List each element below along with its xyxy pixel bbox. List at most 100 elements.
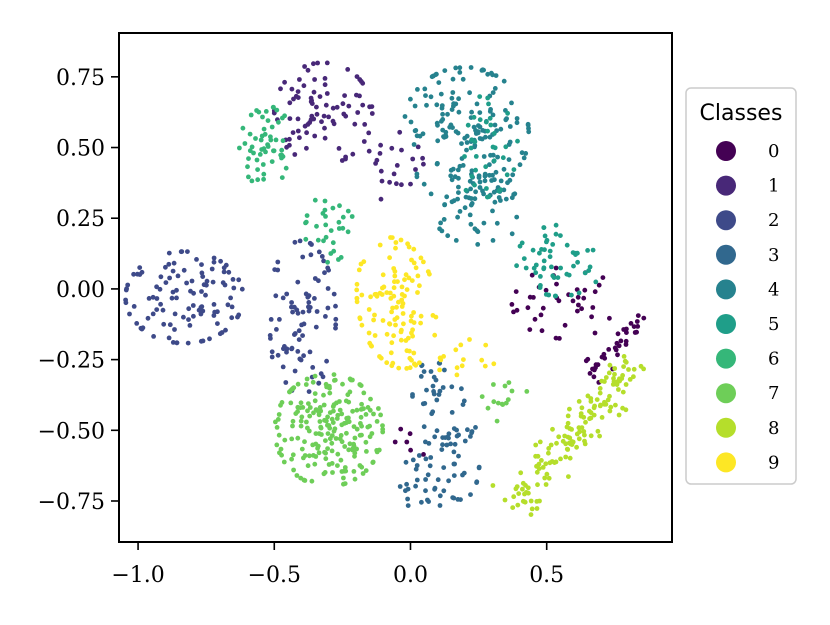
data-point-class-7	[363, 412, 369, 417]
data-point-class-6	[315, 237, 321, 243]
data-point-class-7	[339, 411, 345, 417]
data-point-class-7	[302, 478, 308, 483]
data-point-class-3	[440, 442, 445, 448]
data-point-class-2	[137, 265, 143, 270]
data-point-class-2	[211, 259, 217, 265]
data-point-class-1	[408, 181, 413, 187]
data-point-class-9	[482, 363, 488, 369]
data-point-class-5	[576, 290, 582, 296]
data-point-class-8	[567, 426, 573, 431]
data-point-class-2	[331, 291, 337, 297]
data-point-class-3	[454, 433, 460, 439]
data-point-class-7	[309, 478, 315, 484]
data-point-class-5	[575, 259, 580, 265]
data-point-class-4	[469, 109, 474, 115]
data-point-class-8	[549, 459, 555, 464]
data-point-class-3	[465, 427, 470, 433]
data-point-class-2	[292, 239, 298, 245]
data-point-class-2	[209, 266, 215, 272]
data-point-class-7	[358, 407, 364, 412]
data-point-class-8	[520, 486, 525, 492]
data-point-class-4	[496, 195, 502, 200]
data-point-class-6	[270, 104, 276, 110]
data-point-class-5	[504, 172, 510, 178]
data-point-class-7	[312, 373, 318, 379]
data-point-class-4	[498, 178, 504, 184]
data-point-class-0	[575, 308, 580, 314]
data-point-class-3	[437, 388, 443, 394]
data-point-class-5	[542, 233, 548, 239]
data-point-class-6	[253, 136, 258, 141]
data-point-class-8	[620, 389, 626, 395]
data-point-class-9	[391, 285, 397, 291]
data-point-class-1	[319, 119, 324, 125]
data-point-class-9	[404, 348, 410, 354]
data-point-class-6	[273, 137, 279, 143]
data-point-class-8	[581, 414, 587, 420]
data-point-class-7	[295, 435, 301, 441]
data-point-class-7	[313, 431, 319, 436]
data-point-class-6	[255, 167, 260, 173]
data-point-class-4	[495, 154, 500, 160]
data-point-class-9	[415, 273, 421, 279]
data-point-class-3	[474, 480, 479, 485]
data-point-class-4	[467, 90, 472, 96]
data-point-class-4	[493, 169, 499, 175]
data-point-class-9	[392, 273, 398, 279]
data-point-class-4	[469, 168, 475, 174]
data-point-class-0	[635, 313, 641, 318]
data-point-class-1	[314, 104, 319, 110]
data-point-class-4	[493, 73, 499, 78]
data-point-class-2	[296, 328, 302, 334]
data-point-class-7	[303, 382, 309, 387]
data-point-class-0	[392, 439, 398, 445]
data-point-class-3	[461, 470, 467, 476]
data-point-class-0	[624, 330, 629, 335]
data-point-class-7	[293, 411, 299, 416]
data-point-class-9	[430, 313, 436, 318]
data-point-class-9	[373, 291, 379, 297]
data-point-class-9	[454, 372, 460, 378]
data-point-class-7	[325, 446, 330, 451]
data-point-class-7	[339, 422, 345, 428]
data-point-class-1	[295, 95, 301, 100]
data-point-class-7	[368, 396, 373, 402]
data-point-class-8	[542, 475, 548, 481]
data-point-class-4	[467, 212, 473, 218]
data-point-class-9	[384, 331, 390, 337]
data-point-class-3	[428, 369, 434, 374]
data-point-class-4	[457, 70, 463, 75]
data-point-class-9	[411, 310, 416, 315]
legend-label-3: 3	[768, 245, 779, 266]
data-point-class-2	[281, 346, 286, 352]
data-point-class-7	[491, 399, 497, 405]
data-point-class-4	[474, 101, 480, 107]
data-point-class-2	[236, 312, 242, 318]
data-point-class-6	[349, 214, 355, 219]
data-point-class-1	[343, 154, 348, 160]
data-point-class-0	[628, 321, 634, 326]
data-point-class-7	[354, 426, 360, 432]
data-point-class-2	[163, 264, 168, 270]
data-point-class-4	[523, 151, 529, 156]
legend-label-9: 9	[768, 452, 779, 473]
data-point-class-2	[199, 289, 204, 294]
data-point-class-4	[492, 122, 498, 128]
data-point-class-7	[361, 390, 367, 396]
y-tick-label: −0.25	[38, 349, 105, 374]
data-point-class-8	[565, 420, 571, 426]
data-point-class-4	[501, 78, 507, 84]
data-point-class-0	[590, 366, 595, 372]
data-point-class-2	[190, 303, 196, 308]
data-point-class-4	[505, 180, 510, 186]
data-point-class-7	[331, 372, 337, 377]
data-point-class-5	[498, 187, 503, 193]
data-point-class-7	[329, 433, 335, 438]
data-point-class-7	[506, 380, 512, 385]
data-point-class-8	[546, 475, 552, 481]
legend-label-1: 1	[768, 176, 779, 197]
data-point-class-9	[387, 255, 392, 261]
data-point-class-4	[487, 134, 493, 140]
data-point-class-2	[321, 258, 326, 264]
data-point-class-9	[453, 347, 459, 353]
